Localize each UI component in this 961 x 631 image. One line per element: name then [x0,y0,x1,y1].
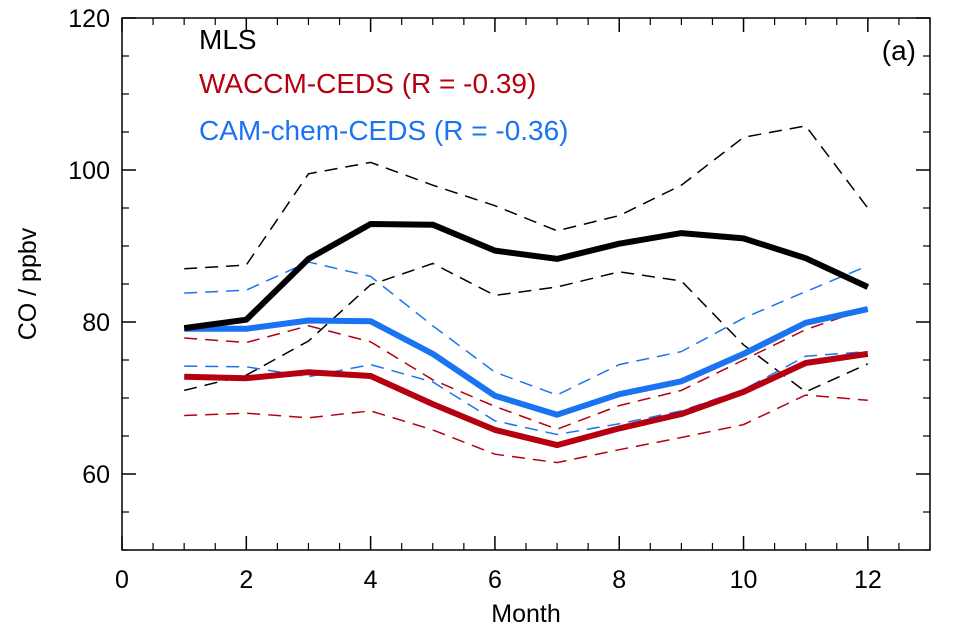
y-axis-title: CO / ppbv [14,227,42,340]
waccm-upper-bound-line [184,307,869,431]
camchem-series-line [184,306,869,418]
y-tick-label: 80 [82,309,110,337]
camchem-lower-bound-line [184,350,868,436]
legend: MLS WACCM-CEDS (R = -0.39) CAM-chem-CEDS… [199,24,569,146]
x-tick-label: 6 [488,566,502,594]
axis-ticks [121,17,931,551]
x-tick-label: 12 [854,566,882,594]
x-tick-label: 10 [730,566,758,594]
x-tick-label: 4 [364,566,378,594]
spread-lines [184,125,869,464]
y-tick-label: 120 [68,5,110,33]
camchem-upper-bound-line [184,261,869,396]
legend-entry-mls: MLS [199,24,257,55]
mls-lower-bound-line [184,262,869,393]
legend-entry-waccm: WACCM-CEDS (R = -0.39) [199,68,536,99]
x-axis-title: Month [491,600,560,628]
x-tick-label: 8 [612,566,626,594]
tick-labels: 0 2 4 6 8 10 12 60 80 100 120 [68,5,881,594]
panel-label: (a) [882,35,916,66]
mls-upper-bound-line [184,125,869,270]
legend-entry-camchem: CAM-chem-CEDS (R = -0.36) [199,115,569,146]
x-tick-label: 0 [115,566,129,594]
y-tick-label: 100 [68,157,110,185]
x-tick-label: 2 [239,566,253,594]
series-lines [183,221,870,449]
y-tick-label: 60 [82,461,110,489]
mls-series-line [183,221,870,332]
waccm-series-line [184,350,869,449]
waccm-lower-bound-line [184,394,868,464]
